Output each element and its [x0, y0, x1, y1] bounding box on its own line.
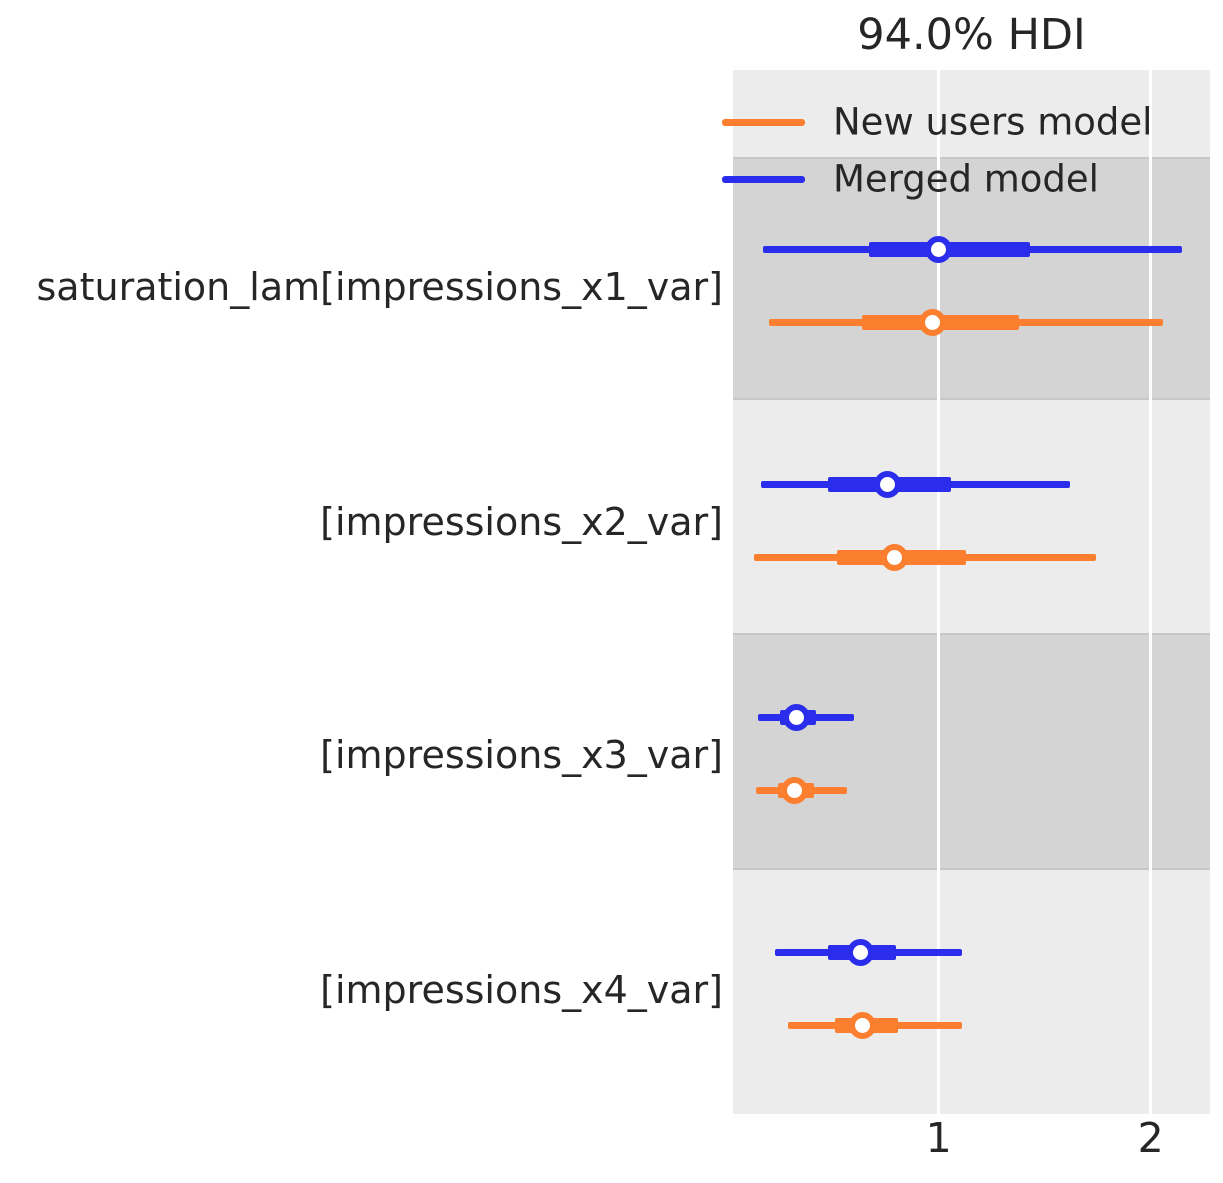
x-tick-label: 1	[925, 1114, 952, 1162]
median-marker	[846, 938, 874, 966]
parameter-label: [impressions_x2_var]	[320, 500, 723, 544]
shaded-band	[733, 157, 1210, 400]
gridline	[1149, 70, 1153, 1114]
median-marker	[783, 703, 811, 731]
median-marker	[918, 308, 946, 336]
median-marker	[925, 235, 953, 263]
legend-label-merged-model: Merged model	[833, 157, 1099, 201]
median-marker	[848, 1011, 876, 1039]
median-marker	[874, 470, 902, 498]
legend-label-new-users-model: New users model	[833, 100, 1153, 144]
shaded-band	[733, 633, 1210, 870]
parameter-label: [impressions_x3_var]	[320, 733, 723, 777]
median-marker	[780, 776, 808, 804]
parameter-label: saturation_lam[impressions_x1_var]	[36, 265, 724, 309]
plot-title: 94.0% HDI	[857, 10, 1086, 60]
legend-line-new-users-model	[722, 118, 805, 126]
legend-line-merged-model	[722, 175, 805, 183]
gridline	[937, 70, 941, 1114]
parameter-label: [impressions_x4_var]	[320, 968, 723, 1012]
median-marker	[880, 543, 908, 571]
x-tick-label: 2	[1137, 1114, 1164, 1162]
plot-area	[733, 70, 1210, 1114]
